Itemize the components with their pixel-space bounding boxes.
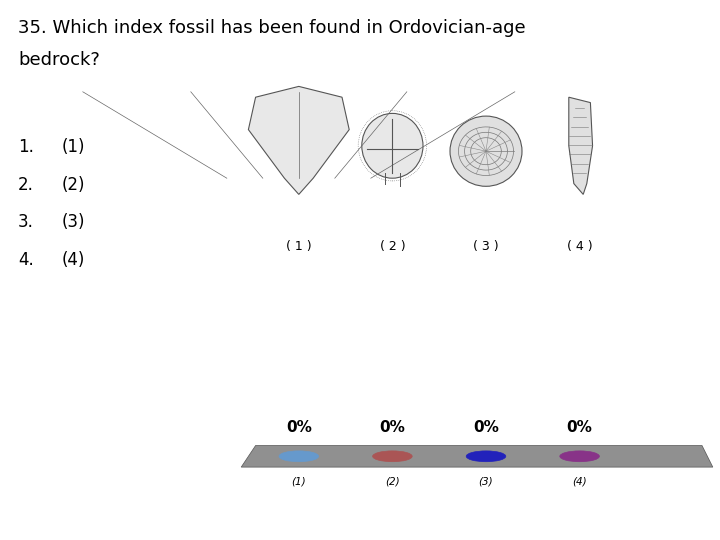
Text: 0%: 0%: [379, 420, 405, 435]
Text: 0%: 0%: [473, 420, 499, 435]
Ellipse shape: [450, 116, 522, 186]
Text: ( 2 ): ( 2 ): [379, 240, 405, 253]
Ellipse shape: [279, 451, 319, 462]
Text: (4): (4): [572, 476, 587, 487]
Text: 4.: 4.: [18, 251, 34, 269]
Text: 1.: 1.: [18, 138, 34, 156]
Ellipse shape: [467, 451, 506, 462]
Text: (2): (2): [385, 476, 400, 487]
Text: (3): (3): [479, 476, 493, 487]
Text: 35. Which index fossil has been found in Ordovician-age: 35. Which index fossil has been found in…: [18, 19, 526, 37]
Ellipse shape: [362, 113, 423, 178]
Text: 0%: 0%: [567, 420, 593, 435]
Polygon shape: [241, 446, 713, 467]
Text: ( 1 ): ( 1 ): [286, 240, 312, 253]
Text: (1): (1): [292, 476, 306, 487]
Text: 3.: 3.: [18, 213, 34, 231]
PathPatch shape: [569, 97, 593, 194]
Ellipse shape: [373, 451, 413, 462]
Text: ( 3 ): ( 3 ): [473, 240, 499, 253]
Text: (4): (4): [61, 251, 84, 269]
Ellipse shape: [560, 451, 599, 462]
Text: 0%: 0%: [286, 420, 312, 435]
Text: bedrock?: bedrock?: [18, 51, 100, 69]
Text: (2): (2): [61, 176, 85, 193]
Text: (3): (3): [61, 213, 85, 231]
Text: ( 4 ): ( 4 ): [567, 240, 593, 253]
Text: 2.: 2.: [18, 176, 34, 193]
PathPatch shape: [248, 86, 349, 194]
Text: (1): (1): [61, 138, 85, 156]
